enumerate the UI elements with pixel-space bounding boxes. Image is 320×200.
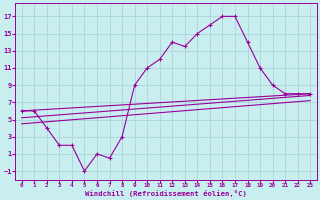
X-axis label: Windchill (Refroidissement éolien,°C): Windchill (Refroidissement éolien,°C) [85,190,247,197]
